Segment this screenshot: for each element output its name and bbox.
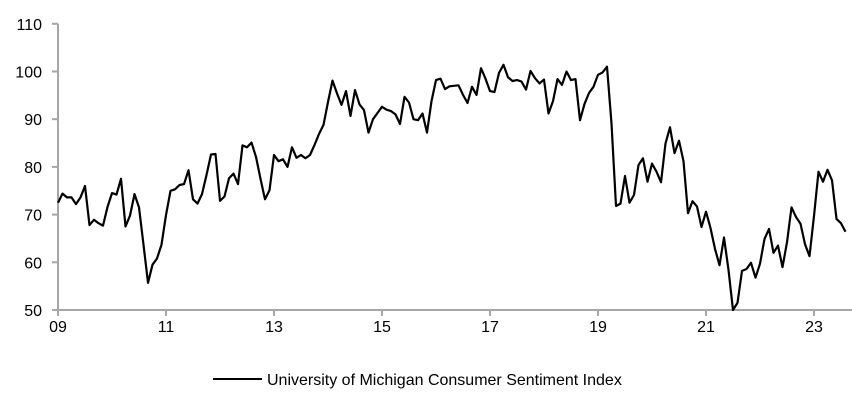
x-tick-label: 15 [373, 319, 391, 336]
y-tick-label: 90 [24, 112, 42, 129]
series-group [57, 63, 847, 312]
series-line [57, 63, 847, 312]
legend: University of Michigan Consumer Sentimen… [213, 372, 622, 389]
x-tick-label: 11 [158, 319, 175, 336]
x-axis: 09 11 13 15 17 19 21 23 [49, 309, 852, 336]
y-tick-label: 60 [24, 255, 42, 272]
y-tick-label: 100 [15, 65, 42, 82]
x-tick-label: 09 [49, 319, 67, 336]
y-tick-label: 70 [24, 208, 42, 225]
legend-label: University of Michigan Consumer Sentimen… [267, 372, 622, 389]
x-tick-label: 17 [481, 319, 499, 336]
y-tick-label: 110 [16, 17, 42, 34]
y-tick-label: 50 [24, 303, 42, 320]
x-tick-label: 19 [589, 319, 607, 336]
x-tick-label: 21 [697, 319, 715, 336]
x-tick-label: 23 [805, 319, 823, 336]
y-axis: 50 60 70 80 90 100 110 [15, 17, 59, 320]
y-tick-label: 80 [24, 160, 42, 177]
x-tick-label: 13 [265, 319, 283, 336]
